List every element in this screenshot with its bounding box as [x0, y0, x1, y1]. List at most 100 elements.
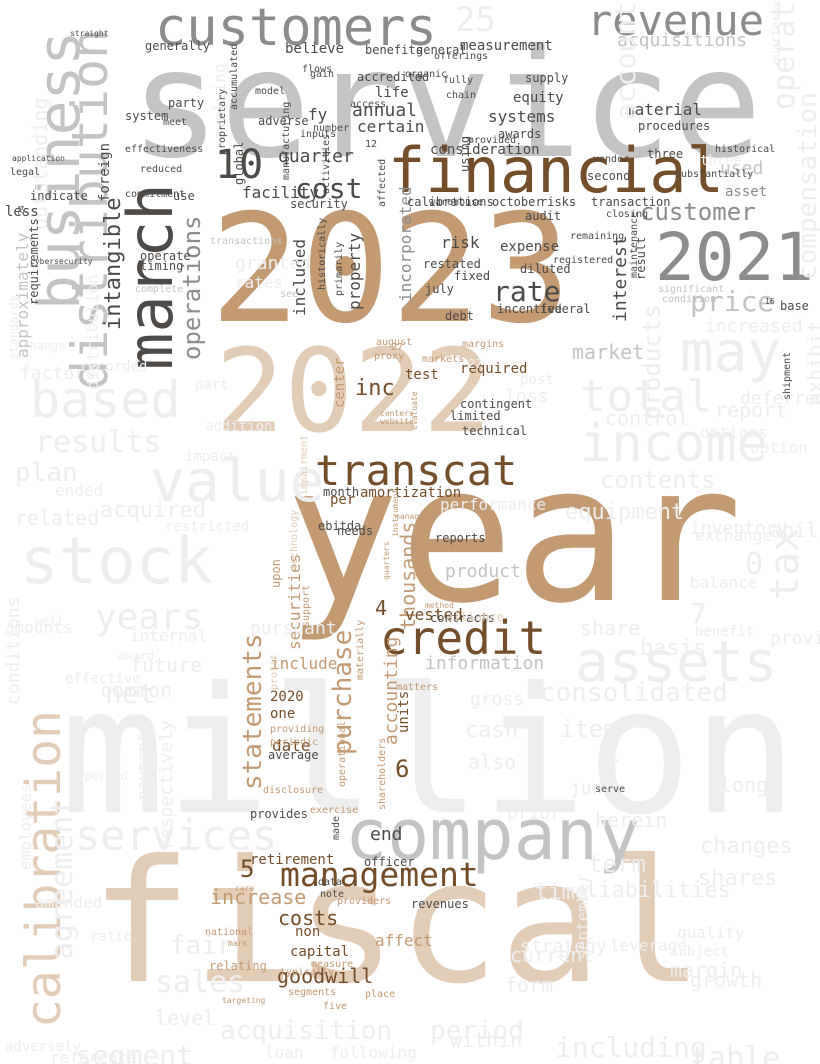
cloud-word: time [535, 880, 588, 905]
cloud-word: intangible [101, 197, 126, 330]
cloud-word: accumulated [229, 43, 240, 110]
cloud-word: term [588, 850, 646, 878]
cloud-word: gross [470, 689, 525, 710]
cloud-word: see [280, 289, 299, 300]
cloud-word: incentive [497, 302, 563, 316]
cloud-word: use [173, 189, 195, 203]
cloud-word: include [270, 654, 338, 673]
cloud-word: 6 [395, 755, 410, 783]
cloud-word: company [345, 794, 641, 876]
cloud-word: results [35, 425, 162, 460]
cloud-word: contracts [430, 611, 496, 625]
cloud-word: system [125, 109, 169, 123]
cloud-word: effectiveness [125, 144, 204, 155]
cloud-word: less [5, 204, 39, 220]
cloud-word: part [195, 377, 229, 393]
cloud-word: fy [308, 105, 328, 124]
cloud-word: revenue [587, 0, 765, 45]
cloud-word: current [510, 943, 595, 967]
cloud-word: revenues [411, 897, 469, 911]
cloud-word: operations [178, 215, 206, 361]
cloud-word: care [235, 884, 255, 893]
cloud-word: standards [7, 294, 21, 360]
cloud-word: expected [70, 769, 128, 783]
cloud-word: accounts [609, 0, 642, 120]
cloud-word: goodwill [277, 964, 374, 988]
cloud-word: june [570, 778, 614, 799]
cloud-word: october [492, 195, 543, 209]
cloud-word: provides [250, 807, 308, 821]
cloud-word: federal [540, 302, 591, 316]
cloud-word: products [638, 304, 666, 420]
cloud-word: transactions [210, 236, 283, 247]
cloud-word: asset [725, 184, 768, 200]
cloud-word: shares [698, 866, 778, 891]
cloud-word: employees [16, 783, 35, 870]
cloud-word: assets [575, 630, 778, 695]
cloud-word: 2021 [655, 219, 814, 296]
cloud-word: 24 [17, 205, 26, 215]
cloud-word: factors [20, 363, 96, 384]
cloud-word: control [605, 406, 690, 430]
cloud-word: risk [441, 233, 480, 252]
cloud-word: activities [321, 133, 332, 194]
cloud-word: march [114, 183, 187, 370]
cloud-word: performance [440, 495, 546, 514]
cloud-word: stock [20, 525, 213, 599]
cloud-word: primarily [334, 241, 345, 296]
cloud-word: systems [488, 107, 556, 126]
cloud-word: ended [55, 481, 104, 500]
cloud-word: financial [388, 134, 724, 207]
cloud-word: technical [462, 424, 528, 438]
cloud-word: vested [405, 605, 463, 624]
cloud-word: supply [525, 71, 569, 85]
cloud-word: 12 [365, 139, 378, 150]
cloud-word: serve [595, 784, 626, 795]
cloud-word: access [350, 99, 387, 110]
cloud-word: calibrations [407, 195, 494, 209]
cloud-word: 5 [240, 855, 255, 883]
cloud-word: exhibit [803, 320, 820, 405]
cloud-word: limited [450, 409, 501, 423]
cloud-word: amended [35, 893, 103, 912]
cloud-word: margin [670, 958, 743, 982]
cloud-word: organic [405, 69, 448, 80]
cloud-word: respectively [156, 719, 177, 850]
cloud-word: data [318, 877, 343, 888]
cloud-word: interest [610, 235, 631, 322]
cloud-word: provide [770, 628, 820, 649]
cloud-word: item [560, 715, 618, 743]
cloud-word: profit [269, 653, 280, 690]
cloud-word: impact [185, 449, 236, 465]
cloud-word: historical [715, 144, 776, 155]
cloud-word: increased [705, 316, 803, 337]
cloud-word: certain [357, 117, 425, 136]
cloud-word: measurement [460, 38, 553, 54]
cloud-word: option [750, 438, 808, 457]
cloud-word: granted [235, 253, 311, 274]
cloud-word: materially [355, 619, 366, 680]
cloud-word: also [468, 750, 517, 774]
cloud-word: markets [422, 354, 465, 365]
cloud-word: may [680, 320, 782, 385]
cloud-word: segments [288, 987, 337, 998]
cloud-word: indicate [30, 189, 88, 203]
cloud-word: well [35, 614, 64, 628]
cloud-word: 16 [765, 297, 775, 306]
cloud-word: inc [355, 376, 395, 401]
cloud-word: impairment [299, 434, 310, 495]
cloud-word: commitment [125, 189, 186, 200]
cloud-word: fixed [454, 269, 491, 283]
cloud-word: costs [278, 906, 339, 930]
cloud-word: providers [337, 896, 392, 907]
cloud-word: place [365, 989, 396, 1000]
cloud-word: debt [445, 309, 474, 323]
cloud-word: transcat [315, 446, 518, 495]
cloud-word: made [331, 815, 342, 840]
cloud-word: value [150, 447, 325, 515]
cloud-word: 2020 [270, 689, 304, 705]
cloud-word: consolidated [540, 678, 728, 708]
cloud-word: matters [396, 682, 439, 693]
cloud-word: general [416, 43, 467, 57]
cloud-word: remaining [570, 231, 625, 242]
